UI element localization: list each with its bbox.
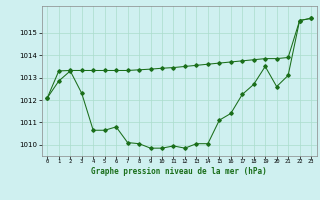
X-axis label: Graphe pression niveau de la mer (hPa): Graphe pression niveau de la mer (hPa)	[91, 167, 267, 176]
